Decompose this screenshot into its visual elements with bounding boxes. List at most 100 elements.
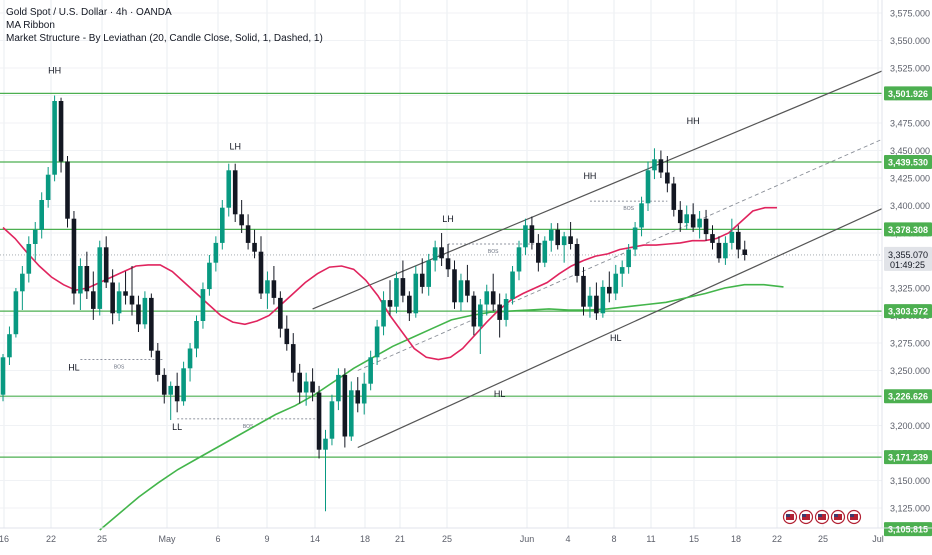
time-tick-label: 25 xyxy=(818,534,828,544)
level-price-label: 3,378.308 xyxy=(888,225,928,235)
time-tick-label: 18 xyxy=(731,534,741,544)
flag-us-icon[interactable] xyxy=(798,509,814,525)
candle-body xyxy=(368,357,373,384)
time-tick-label: 22 xyxy=(772,534,782,544)
candle-body xyxy=(594,295,599,314)
candle-body xyxy=(690,214,696,228)
time-tick-label: 25 xyxy=(442,534,452,544)
candle-body xyxy=(355,390,361,404)
time-axis[interactable]: 16 22 25 May 6 9 14 18 21 25 Jun 4 8 11 15 18 22 25 Jul xyxy=(0,527,932,544)
structure-label: HL xyxy=(68,363,80,373)
level-price-label: 3,105.815 xyxy=(888,525,928,535)
price-tick-label: 3,200.000 xyxy=(890,421,930,431)
candle-body xyxy=(278,297,283,329)
structure-label: HL xyxy=(610,333,622,343)
candle-body xyxy=(71,218,77,294)
time-tick-label: 4 xyxy=(565,534,570,544)
candle-body xyxy=(116,291,122,314)
candle-body xyxy=(742,249,748,255)
flag-us-icon[interactable] xyxy=(782,509,798,525)
time-tick-label: 8 xyxy=(611,534,616,544)
candle-body xyxy=(561,236,567,246)
candle-body xyxy=(394,278,399,307)
candle-body xyxy=(536,242,541,263)
candle-body xyxy=(32,229,38,244)
time-tick-label: 18 xyxy=(360,534,370,544)
candle-body xyxy=(91,291,96,309)
candle-body xyxy=(716,242,722,259)
candle-body xyxy=(136,304,141,325)
candle-body xyxy=(607,286,612,294)
candle-body xyxy=(432,247,438,261)
candle-body xyxy=(258,251,264,294)
candle-body xyxy=(200,289,206,321)
candle-body xyxy=(349,390,354,437)
channel-mid-line xyxy=(357,136,887,371)
indicator-market-structure[interactable]: Market Structure - By Leviathan (20, Can… xyxy=(6,33,323,44)
structure-label: LH xyxy=(442,214,454,224)
candle-body xyxy=(529,225,535,243)
indicator-ma-ribbon[interactable]: MA Ribbon xyxy=(6,20,55,31)
time-tick-label: 11 xyxy=(646,534,655,544)
time-tick-label: 9 xyxy=(264,534,269,544)
candle-body xyxy=(555,229,560,246)
candle-body xyxy=(129,295,135,305)
candle-body xyxy=(7,334,12,358)
structure-label: LL xyxy=(172,422,182,432)
candle-body xyxy=(161,374,167,395)
candle-body xyxy=(123,291,128,296)
level-price-label: 3,226.626 xyxy=(888,392,928,402)
candle-body xyxy=(290,344,296,373)
candle-body xyxy=(697,218,702,228)
candle-body xyxy=(710,234,715,243)
flag-us-icon[interactable] xyxy=(846,509,862,525)
flag-canton xyxy=(834,514,838,517)
flag-us-icon[interactable] xyxy=(814,509,830,525)
candle-body xyxy=(387,300,393,307)
price-tick-label: 3,450.000 xyxy=(890,146,930,156)
symbol-title[interactable]: Gold Spot / U.S. Dollar · 4h · OANDA xyxy=(6,7,172,18)
candle-body xyxy=(239,214,244,226)
candle-body xyxy=(26,244,32,274)
price-tick-label: 3,575.000 xyxy=(890,9,930,19)
candle-body xyxy=(265,280,270,294)
candle-body xyxy=(336,374,341,402)
time-tick-label: 15 xyxy=(689,534,699,544)
economic-events[interactable] xyxy=(782,509,862,525)
countdown-label: 01:49:25 xyxy=(890,260,925,270)
flag-canton xyxy=(802,514,806,517)
candle-body xyxy=(445,258,451,270)
flag-us-icon[interactable] xyxy=(830,509,846,525)
candle-body xyxy=(548,229,554,241)
level-price-label: 3,171.239 xyxy=(888,453,928,463)
candle-body xyxy=(310,381,315,393)
candle-body xyxy=(574,244,580,276)
candle-body xyxy=(484,291,490,305)
candle-body xyxy=(665,172,670,184)
structure-label: HH xyxy=(48,66,61,76)
candle-body xyxy=(523,225,528,248)
candle-body xyxy=(407,295,412,314)
candle-body xyxy=(568,236,573,244)
level-price-label: 3,501.926 xyxy=(888,89,928,99)
candle-body xyxy=(297,372,302,393)
candle-body xyxy=(613,273,619,294)
time-tick-label: 21 xyxy=(395,534,405,544)
flag-canton xyxy=(850,514,854,517)
candle-body xyxy=(400,278,406,296)
candle-body xyxy=(316,392,322,450)
candle-body xyxy=(97,247,103,309)
price-tick-label: 3,325.000 xyxy=(890,284,930,294)
time-tick-label: May xyxy=(158,534,176,544)
candle-body xyxy=(374,326,380,358)
candle-body xyxy=(220,207,225,243)
flag-canton xyxy=(786,514,790,517)
candles xyxy=(0,95,748,512)
candle-body xyxy=(303,381,309,393)
candle-body xyxy=(0,357,6,395)
candle-body xyxy=(465,280,470,296)
candle-body xyxy=(452,269,457,303)
price-axis[interactable]: 3,125.0003,150.0003,175.0003,200.0003,22… xyxy=(881,0,932,537)
